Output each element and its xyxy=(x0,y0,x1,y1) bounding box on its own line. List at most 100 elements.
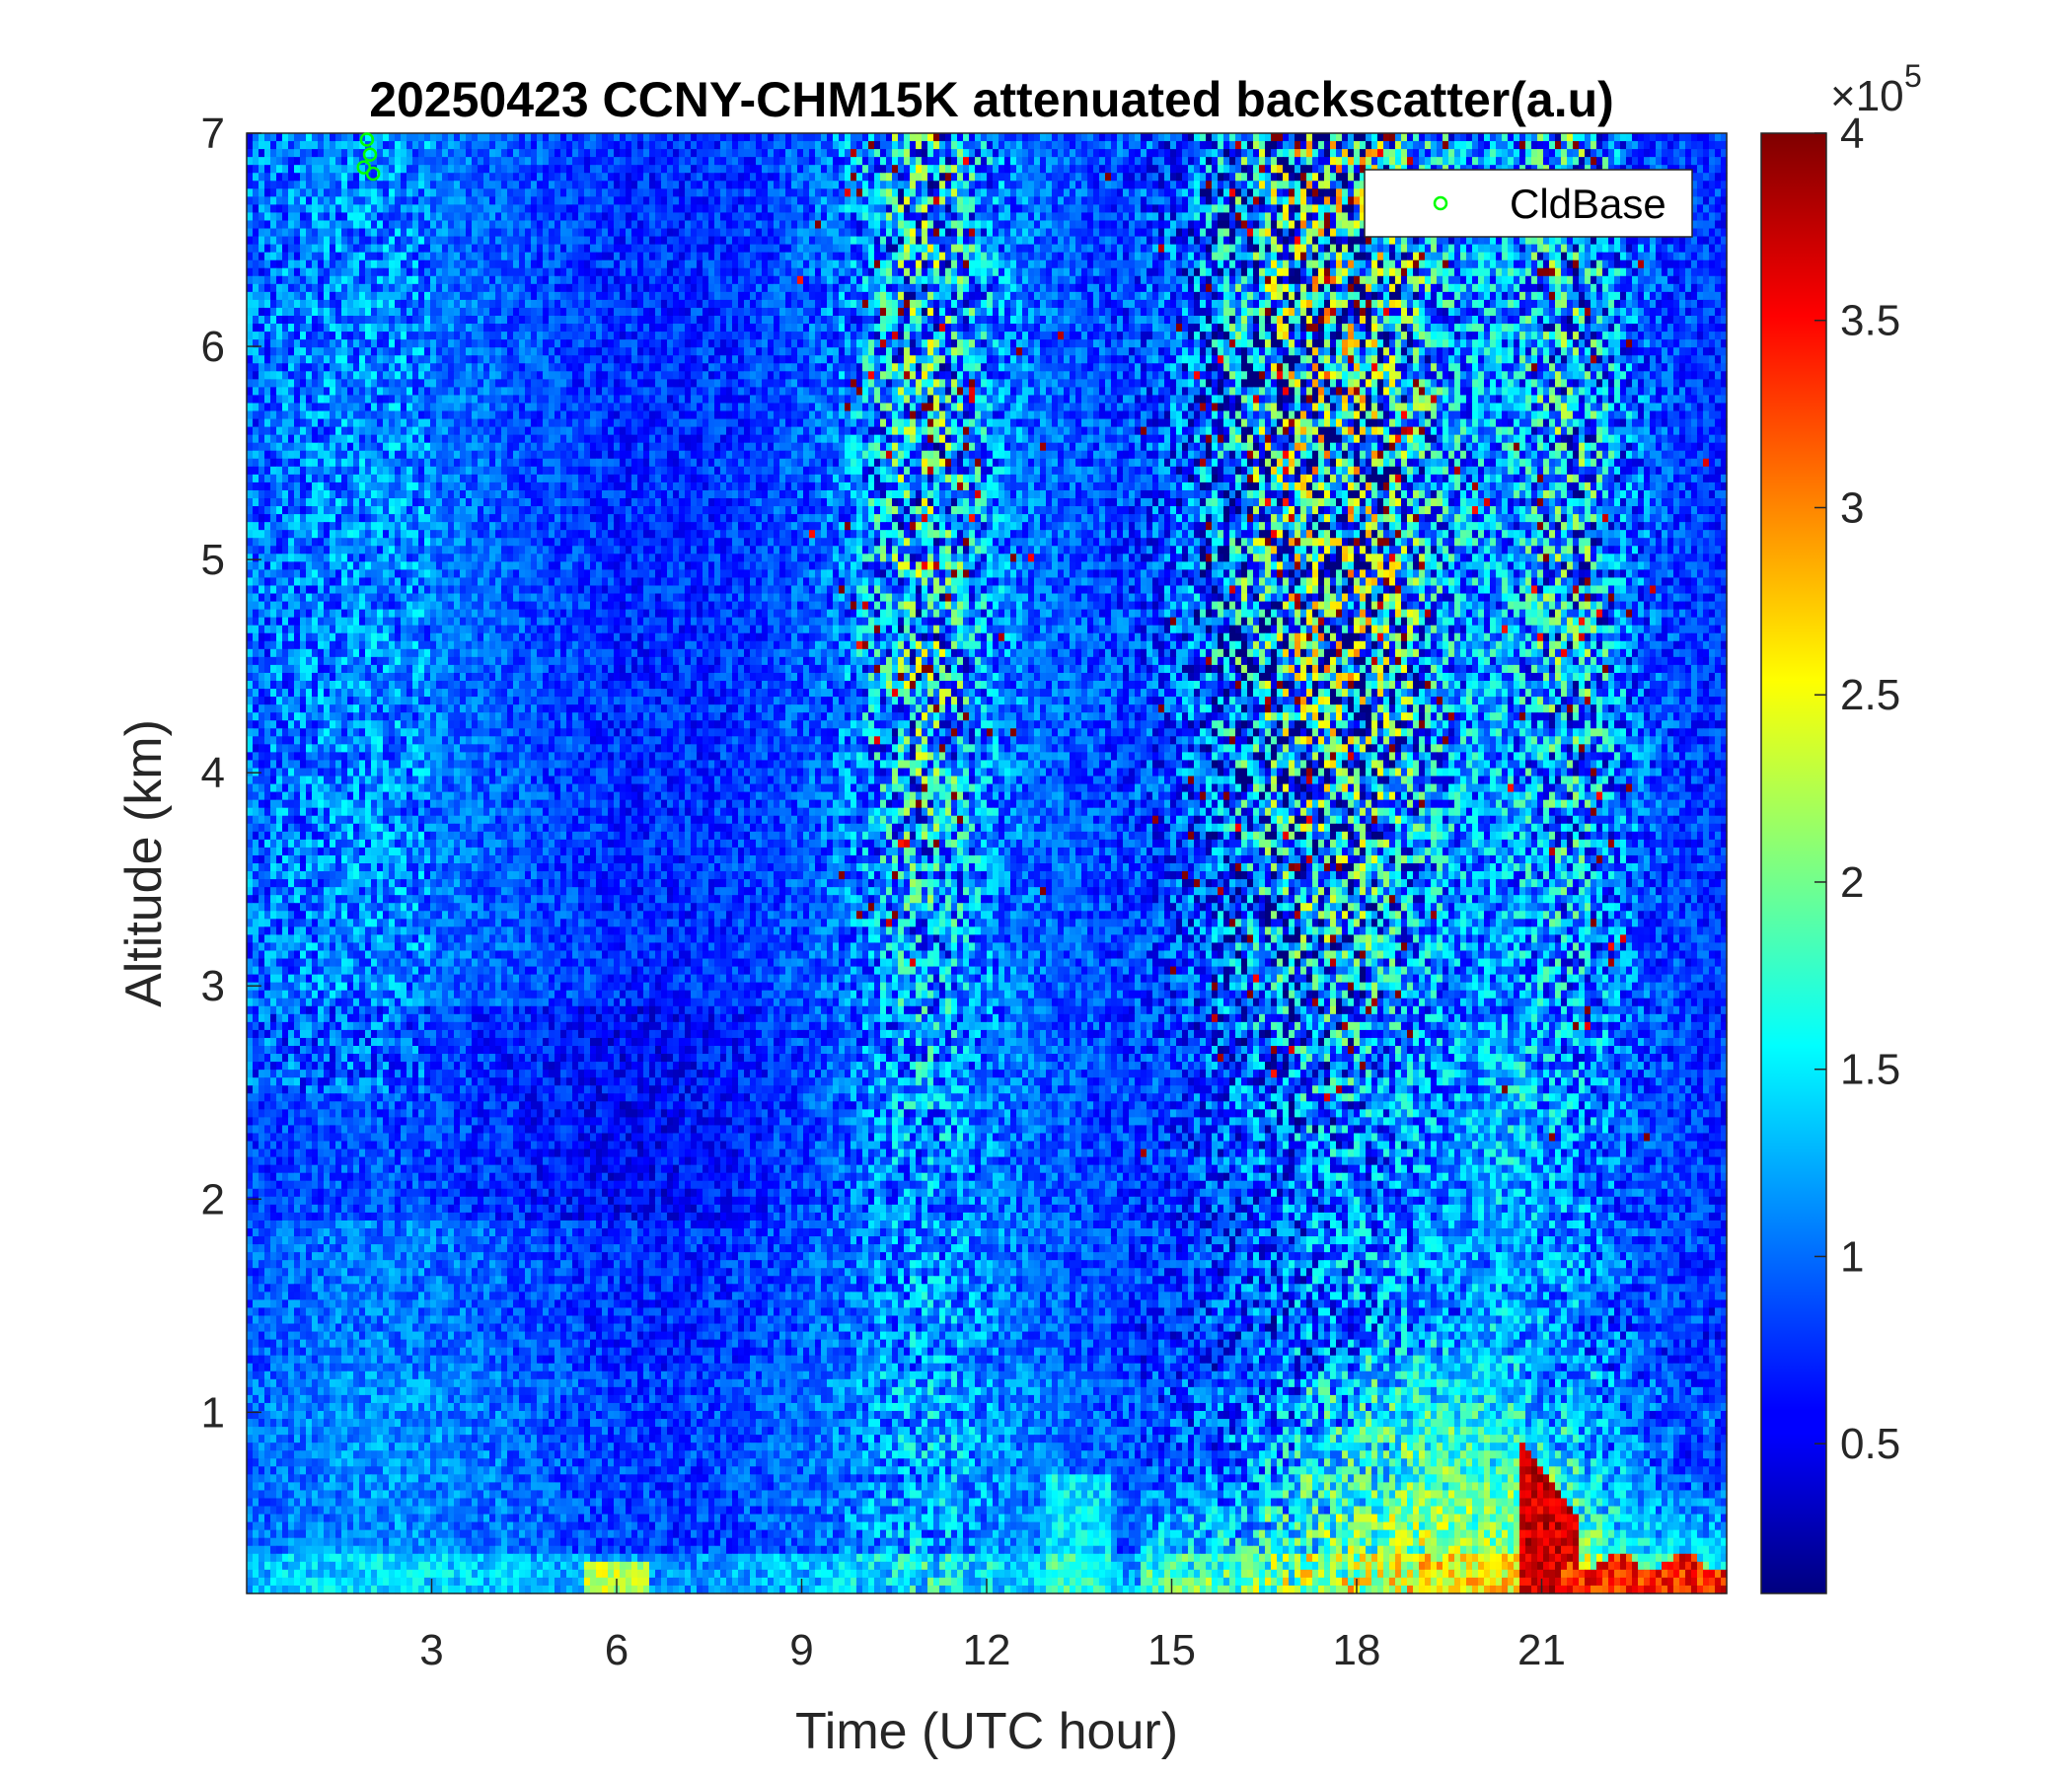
heatmap-cell xyxy=(1040,141,1047,150)
heatmap-cell xyxy=(347,181,354,189)
heatmap-cell xyxy=(1194,149,1201,158)
heatmap-cell xyxy=(862,157,869,166)
heatmap-cell xyxy=(720,181,727,189)
heatmap-cell xyxy=(1070,181,1076,189)
heatmap-cell xyxy=(1448,157,1455,166)
heatmap-cell xyxy=(922,157,928,166)
heatmap-cell xyxy=(1247,196,1254,205)
heatmap-cell xyxy=(472,196,479,205)
heatmap-cell xyxy=(1164,141,1171,150)
heatmap-cell xyxy=(1206,149,1213,158)
heatmap-cell xyxy=(957,188,964,197)
heatmap-cell xyxy=(1229,181,1236,189)
heatmap-cell xyxy=(501,181,508,189)
heatmap-cell xyxy=(768,196,775,205)
heatmap-cell xyxy=(383,173,390,182)
heatmap-cell xyxy=(839,181,846,189)
heatmap-cell xyxy=(288,188,295,197)
heatmap-cell xyxy=(1152,165,1159,174)
heatmap-cell xyxy=(1135,133,1142,142)
heatmap-cell xyxy=(708,149,715,158)
heatmap-cell xyxy=(1070,173,1076,182)
heatmap-cell xyxy=(1182,133,1189,142)
heatmap-cell xyxy=(1348,133,1355,142)
heatmap-cell xyxy=(1715,133,1722,142)
heatmap-cell xyxy=(1602,149,1609,158)
heatmap-cell xyxy=(1656,157,1663,166)
heatmap-cell xyxy=(377,141,384,150)
heatmap-cell xyxy=(531,181,538,189)
heatmap-cell xyxy=(779,181,786,189)
heatmap-cell xyxy=(927,196,934,205)
heatmap-cell xyxy=(975,181,982,189)
heatmap-cell xyxy=(708,188,715,197)
heatmap-cell xyxy=(851,133,857,142)
heatmap-cell xyxy=(270,188,277,197)
heatmap-cell xyxy=(797,141,804,150)
heatmap-cell xyxy=(300,133,307,142)
heatmap-cell xyxy=(294,196,301,205)
heatmap-cell xyxy=(282,188,289,197)
heatmap-cell xyxy=(489,204,496,213)
heatmap-cell xyxy=(1389,133,1396,142)
heatmap-cell xyxy=(981,181,988,189)
heatmap-cell xyxy=(1188,173,1195,182)
heatmap-cell xyxy=(785,181,792,189)
heatmap-cell xyxy=(880,173,887,182)
heatmap-cell xyxy=(1650,149,1657,158)
heatmap-cell xyxy=(626,141,632,150)
heatmap-cell xyxy=(578,133,585,142)
heatmap-cell xyxy=(1366,141,1372,150)
heatmap-cell xyxy=(750,181,757,189)
heatmap-cell xyxy=(1164,157,1171,166)
heatmap-cell xyxy=(1218,188,1224,197)
heatmap-cell xyxy=(933,173,940,182)
heatmap-cell xyxy=(1514,149,1520,158)
heatmap-cell xyxy=(904,196,911,205)
heatmap-cell xyxy=(927,165,934,174)
heatmap-cell xyxy=(259,188,265,197)
heatmap-cell xyxy=(886,149,893,158)
heatmap-cell xyxy=(774,149,780,158)
heatmap-cell xyxy=(762,173,769,182)
heatmap-cell xyxy=(720,196,727,205)
heatmap-cell xyxy=(1123,188,1130,197)
heatmap-cell xyxy=(1206,196,1213,205)
heatmap-cell xyxy=(655,188,662,197)
heatmap-cell xyxy=(886,181,893,189)
heatmap-cell xyxy=(673,141,680,150)
heatmap-cell xyxy=(993,196,999,205)
heatmap-cell xyxy=(1052,165,1059,174)
heatmap-cell xyxy=(1004,188,1011,197)
heatmap-cell xyxy=(637,165,644,174)
heatmap-cell xyxy=(1667,149,1674,158)
heatmap-cell xyxy=(827,133,834,142)
heatmap-cell xyxy=(1348,157,1355,166)
heatmap-cell xyxy=(395,149,402,158)
heatmap-cell xyxy=(531,157,538,166)
heatmap-cell xyxy=(975,196,982,205)
heatmap-cell xyxy=(987,181,994,189)
heatmap-cell xyxy=(1389,141,1396,150)
heatmap-cell xyxy=(1300,196,1307,205)
heatmap-cell xyxy=(1141,165,1147,174)
heatmap-cell xyxy=(1064,196,1071,205)
heatmap-cell xyxy=(1691,141,1698,150)
heatmap-cell xyxy=(1241,141,1248,150)
heatmap-cell xyxy=(1330,157,1337,166)
heatmap-cell xyxy=(1508,149,1515,158)
heatmap-cell xyxy=(407,173,413,182)
heatmap-cell xyxy=(851,188,857,197)
heatmap-cell xyxy=(1377,141,1384,150)
heatmap-cell xyxy=(1105,173,1112,182)
heatmap-cell xyxy=(756,141,763,150)
heatmap-cell xyxy=(341,157,348,166)
heatmap-cell xyxy=(851,157,857,166)
heatmap-cell xyxy=(460,165,467,174)
heatmap-cell xyxy=(1579,149,1586,158)
heatmap-cell xyxy=(572,149,579,158)
heatmap-cell xyxy=(898,188,905,197)
heatmap-cell xyxy=(1431,149,1438,158)
heatmap-cell xyxy=(1052,157,1059,166)
heatmap-cell xyxy=(1472,157,1479,166)
